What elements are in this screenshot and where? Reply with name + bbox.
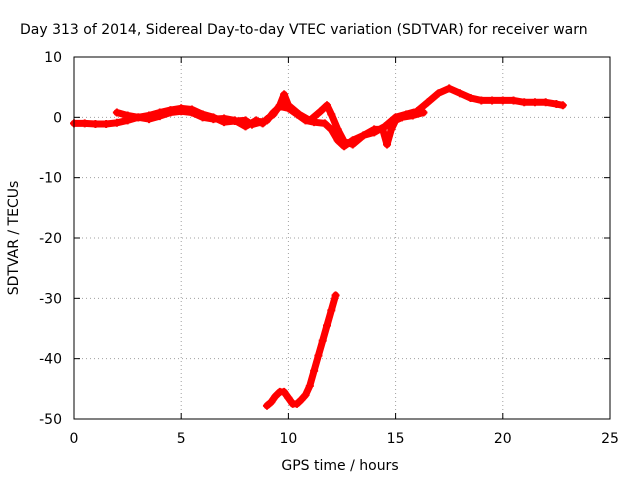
data-point <box>252 116 261 125</box>
data-point <box>408 111 417 120</box>
data-point <box>348 140 357 149</box>
data-point <box>280 90 289 99</box>
data-series <box>70 84 567 410</box>
data-point <box>391 116 400 125</box>
x-tick-label: 5 <box>177 431 186 447</box>
data-point <box>145 115 154 124</box>
data-point <box>530 98 539 107</box>
data-point <box>267 398 276 407</box>
data-point <box>541 98 550 107</box>
data-point <box>230 116 239 125</box>
data-point <box>383 140 392 149</box>
data-point <box>209 115 218 124</box>
data-point <box>166 108 175 117</box>
data-point <box>292 399 301 408</box>
data-point <box>316 107 325 116</box>
data-point <box>378 125 387 134</box>
data-point <box>419 108 428 117</box>
data-point <box>333 125 342 134</box>
y-tick-label: -40 <box>39 352 62 368</box>
data-point <box>301 390 310 399</box>
data-point <box>284 393 293 402</box>
data-point <box>477 96 486 105</box>
data-point <box>305 381 314 390</box>
data-point <box>187 108 196 117</box>
data-point <box>269 110 278 119</box>
x-axis-label: GPS time / hours <box>281 458 398 474</box>
series-lower-band <box>112 90 428 149</box>
data-point <box>280 387 289 396</box>
data-point <box>275 101 284 110</box>
data-point <box>318 336 327 345</box>
data-point <box>80 119 89 128</box>
data-point <box>314 351 323 360</box>
data-point <box>102 119 111 128</box>
x-tick-label: 15 <box>387 431 405 447</box>
data-point <box>262 115 271 124</box>
data-point <box>466 94 475 103</box>
data-point <box>520 98 529 107</box>
chart-title: Day 313 of 2014, Sidereal Day-to-day VTE… <box>20 22 588 38</box>
data-point <box>112 118 121 127</box>
data-point <box>331 291 340 300</box>
data-point <box>398 113 407 122</box>
data-point <box>297 395 306 404</box>
data-point <box>155 112 164 121</box>
data-point <box>509 96 518 105</box>
data-point <box>327 306 336 315</box>
data-point <box>370 125 379 134</box>
data-point <box>91 119 100 128</box>
data-point <box>488 96 497 105</box>
data-point <box>262 401 271 410</box>
data-point <box>423 98 432 107</box>
data-point <box>387 125 396 134</box>
axis-ticks: 0 5 10 15 20 25 -50 -40 -30 -20 -10 0 10 <box>39 50 619 447</box>
y-tick-label: -30 <box>39 291 62 307</box>
data-point <box>322 321 331 330</box>
data-point <box>322 101 331 110</box>
data-point <box>498 96 507 105</box>
x-tick-label: 10 <box>279 431 297 447</box>
grid <box>74 57 610 419</box>
x-tick-label: 25 <box>601 431 619 447</box>
data-point <box>295 110 304 119</box>
data-point <box>305 116 314 125</box>
data-point <box>310 366 319 375</box>
data-point <box>134 113 143 122</box>
y-tick-label: -20 <box>39 231 62 247</box>
series-band <box>263 291 340 410</box>
data-point <box>434 89 443 98</box>
y-tick-label: 10 <box>44 50 62 66</box>
data-point <box>320 119 329 128</box>
data-point <box>359 131 368 140</box>
data-point <box>241 122 250 131</box>
data-point <box>445 84 454 93</box>
data-point <box>112 108 121 117</box>
data-point <box>552 100 561 109</box>
y-tick-label: -10 <box>39 171 62 187</box>
x-tick-label: 0 <box>70 431 79 447</box>
data-point <box>327 110 336 119</box>
data-point <box>455 89 464 98</box>
data-point <box>284 101 293 110</box>
series-outlier-arc <box>262 291 340 410</box>
data-point <box>558 101 567 110</box>
data-point <box>123 111 132 120</box>
data-point <box>177 107 186 116</box>
data-point <box>220 114 229 123</box>
y-axis-label: SDTVAR / TECUs <box>6 181 22 296</box>
data-point <box>271 392 280 401</box>
data-point <box>258 119 267 128</box>
data-point <box>340 137 349 146</box>
x-tick-label: 20 <box>494 431 512 447</box>
y-tick-label: 0 <box>53 110 62 126</box>
y-tick-label: -50 <box>39 412 62 428</box>
data-point <box>198 113 207 122</box>
